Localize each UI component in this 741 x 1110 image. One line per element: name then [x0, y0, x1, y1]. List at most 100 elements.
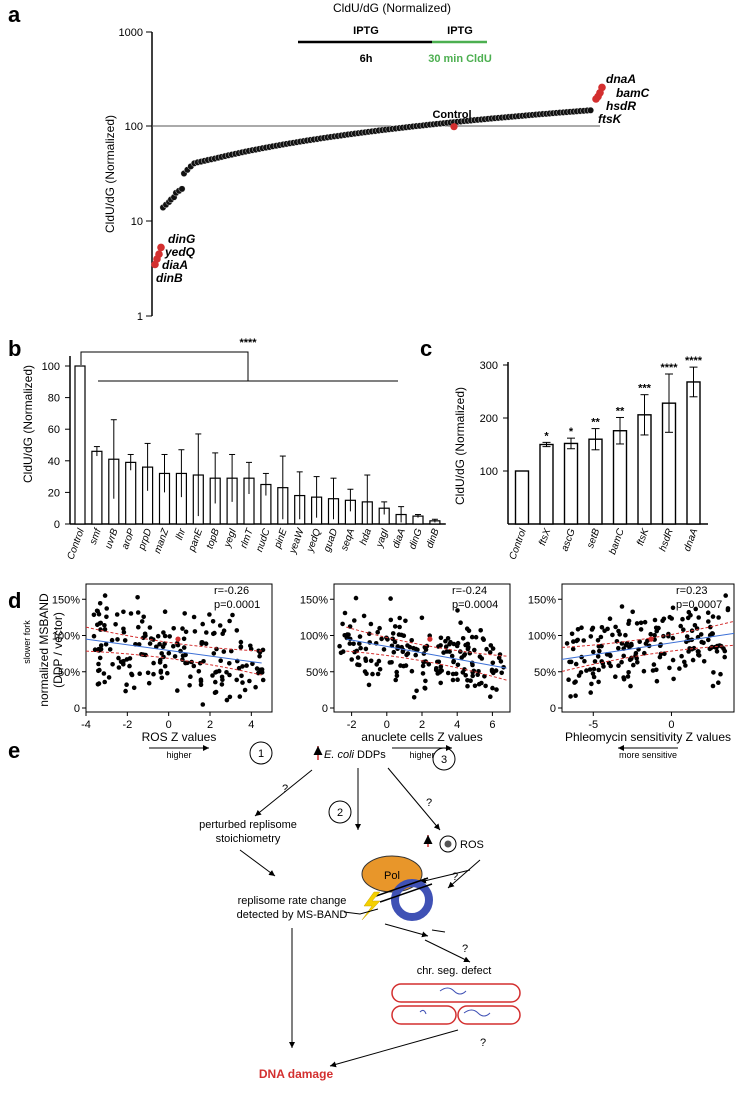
chart-c-label-ftsK: ftsK — [635, 526, 652, 547]
chart-d-point — [422, 686, 428, 691]
chart-d-point — [127, 663, 132, 669]
chart-a-gene-dinB: dinB — [156, 271, 183, 285]
chart-d-point — [420, 671, 426, 676]
chart-d-point — [710, 631, 715, 636]
chart-d-point — [210, 673, 215, 678]
chart-d-xtick-label: -4 — [81, 719, 91, 731]
chart-c-stars-ftsK: *** — [638, 383, 652, 395]
chart-d-ci-lower — [561, 644, 735, 672]
chart-d-ytick-label: 50% — [534, 667, 556, 679]
chart-d-point — [488, 694, 493, 699]
chart-d-point — [688, 612, 693, 618]
chart-d-point — [698, 632, 704, 637]
chart-d-point — [234, 677, 239, 683]
chart-d-point — [465, 641, 471, 647]
chart-d-xtick-label: -2 — [347, 719, 357, 731]
chart-a-gene-bamC: bamC — [616, 86, 650, 100]
chart-d-point — [389, 660, 394, 665]
cell-icon-2 — [391, 1005, 457, 1025]
chart-d-point — [124, 682, 129, 687]
chart-d-point — [706, 637, 711, 643]
chart-d-point — [423, 647, 429, 652]
panel-a: a CldU/dG (Normalized) IPTG IPTG 6h 30 m… — [8, 1, 650, 323]
chart-d-point — [160, 644, 166, 649]
chart-d-point — [357, 634, 363, 639]
chart-d-frame — [85, 583, 273, 713]
chart-d-point — [634, 656, 639, 661]
timeline-iptg-label-2: IPTG — [447, 25, 473, 37]
panel-label-a: a — [8, 2, 21, 27]
chart-d-point — [398, 663, 403, 668]
chart-d-point — [114, 612, 120, 617]
chart-a-gene-ftsK: ftsK — [598, 112, 623, 126]
chart-d-point — [653, 625, 659, 631]
chart-d-point — [619, 604, 625, 609]
chart-d-point — [455, 640, 461, 646]
chart-d-point — [455, 662, 461, 668]
arrow-ros-to-pol — [419, 869, 471, 884]
chart-b-tick-label: 80 — [48, 393, 60, 405]
chart-d-point — [355, 655, 361, 660]
chart-c-stars-bamC: ** — [616, 405, 625, 417]
chart-c-stars-ftsX: * — [544, 430, 549, 442]
arrow-chr-to-damage — [329, 1029, 459, 1068]
chart-d-point — [368, 621, 374, 627]
chart-b-label-topB: topB — [205, 527, 222, 550]
chart-d-point — [595, 654, 601, 659]
chart-d-point — [721, 646, 726, 651]
chart-d-point — [616, 628, 621, 634]
chart-d-point — [445, 670, 451, 676]
chart-d-point — [101, 671, 107, 676]
chart-d-xtick-label: 2 — [207, 719, 213, 731]
chart-d-point — [250, 661, 255, 667]
chart-a-control-label: Control — [432, 109, 471, 121]
chart-c-tick-label: 200 — [480, 413, 498, 425]
chart-d-point — [357, 641, 362, 646]
chart-d-point — [392, 639, 398, 645]
chart-c-bars: Control * ftsX * ascG ** setB ** bamC *** ftsK ****… — [507, 355, 708, 561]
panel-d: d slower fork normalized MSBAND (DDP / v… — [8, 583, 735, 760]
chart-c-label-ftsX: ftsX — [537, 527, 553, 547]
chart-b-label-guaD: guaD — [322, 527, 341, 553]
chart-d-xtick-label: -2 — [122, 719, 132, 731]
polymerase-label: Pol — [384, 870, 400, 882]
panel-label-d: d — [8, 588, 21, 613]
chart-d-point — [670, 635, 676, 641]
chart-b-label-panE: panE — [186, 527, 205, 554]
chart-d-ytick-label: 100% — [52, 631, 80, 643]
chart-d-point — [447, 649, 452, 654]
chart-d-point — [641, 668, 647, 674]
chart-d-point — [219, 682, 225, 687]
chart-d-point — [619, 659, 624, 665]
chart-d-point-highlight — [175, 636, 181, 642]
chart-d-point — [438, 680, 444, 686]
chart-d-point — [652, 632, 657, 638]
chart-d-point — [458, 649, 463, 654]
chart-d-point — [710, 614, 716, 619]
chart-d-point — [706, 619, 711, 624]
chart-d-point — [175, 688, 180, 693]
chart-c-y-ticks: 100 200 300 — [480, 360, 508, 478]
chart-d-point — [493, 668, 499, 673]
chart-d-point — [240, 680, 245, 685]
chart-d-point — [490, 660, 496, 666]
chart-d-point — [349, 657, 355, 662]
chart-d-point — [162, 663, 168, 669]
chart-d-point — [151, 660, 156, 666]
chart-d-point — [670, 605, 676, 611]
chart-d-p-value: p=0.0007 — [676, 599, 722, 611]
chart-d-point — [567, 659, 572, 665]
nucleoid-icon-1 — [439, 987, 467, 995]
chart-d-point — [171, 644, 176, 649]
chart-d-point — [154, 644, 159, 650]
chart-c-label-ascG: ascG — [559, 527, 577, 553]
chart-a-gene-hsdR: hsdR — [606, 99, 636, 113]
dna-strand-icon — [375, 877, 429, 897]
chart-d-point — [680, 616, 685, 622]
chart-d-point — [390, 631, 396, 636]
chart-d-point — [696, 649, 701, 654]
chart-d-point — [678, 623, 683, 629]
chart-d-point — [213, 689, 219, 695]
chart-d-point — [396, 632, 402, 637]
